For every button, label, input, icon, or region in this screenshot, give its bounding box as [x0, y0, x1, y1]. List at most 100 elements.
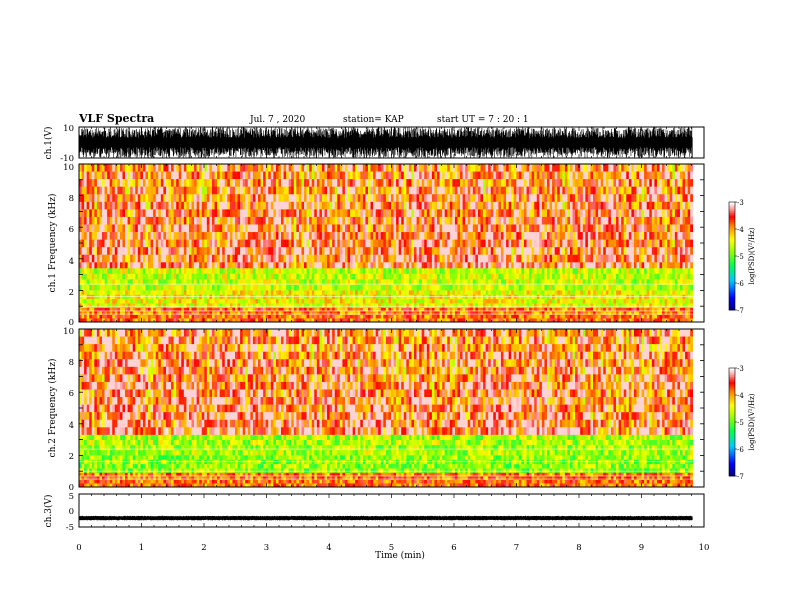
spectrogram-cell [301, 268, 305, 275]
spectrogram-cell [196, 164, 200, 172]
spectrogram-cell [252, 284, 256, 291]
spectrogram-cell [304, 318, 307, 323]
spectrogram-cell [142, 279, 146, 286]
spectrogram-cell [421, 279, 425, 286]
spectrogram-cell [309, 318, 313, 323]
spectrogram-cell [132, 279, 136, 286]
spectrogram-cell [204, 239, 208, 248]
spectrogram-cell [150, 224, 154, 233]
spectrogram-cell [523, 268, 527, 275]
spectrogram-cell [339, 164, 343, 172]
spectrogram-cell [283, 254, 287, 263]
spectrogram-cell [534, 239, 538, 248]
spectrogram-cell [480, 239, 484, 248]
spectrogram-cell [125, 318, 128, 323]
spectrogram-cell [442, 307, 445, 312]
spectrogram-cell [217, 247, 220, 256]
spectrogram-cell [94, 318, 98, 323]
spectrogram-cell [539, 224, 543, 233]
spectrogram-cell [114, 284, 118, 291]
spectrogram-cell [137, 164, 141, 172]
spectrogram-cell [245, 239, 249, 248]
spectrogram-cell [217, 284, 220, 291]
spectrogram-cell [424, 171, 428, 180]
spectrogram-cell [247, 307, 251, 312]
spectrogram-cell [283, 232, 287, 240]
spectrogram-cell [304, 194, 307, 203]
spectrogram-cell [513, 247, 517, 256]
spectrogram-cell [114, 268, 118, 275]
spectrogram-cell [278, 254, 282, 263]
spectrogram-cell [183, 279, 187, 286]
spectrogram-cell [403, 209, 407, 218]
spectrogram-cell [437, 279, 440, 286]
spectrogram-cell [337, 262, 341, 271]
spectrogram-cell [186, 303, 190, 309]
spectrogram-cell [506, 262, 509, 271]
spectrogram-cell [132, 209, 136, 218]
spectrogram-cell [311, 224, 315, 233]
spectrogram-cell [283, 299, 287, 304]
spectrogram-cell [403, 311, 407, 316]
spectrogram-cell [337, 179, 341, 187]
spectrogram-cell [265, 318, 269, 323]
spectrogram-cell [281, 232, 284, 240]
spectrogram-cell [355, 239, 359, 248]
spectrogram-cell [546, 209, 550, 218]
spectrogram-cell [91, 179, 95, 187]
spectrogram-cell [94, 290, 98, 296]
spectrogram-cell [219, 239, 223, 248]
spectrogram-cell [270, 232, 274, 240]
spectrogram-cell [145, 186, 149, 195]
spectrogram-cell [534, 279, 538, 286]
spectrogram-cell [150, 194, 154, 203]
spectrogram-cell [99, 179, 103, 187]
spectrogram-cell [534, 311, 538, 316]
spectrogram-cell [119, 284, 123, 291]
spectrogram-cell [414, 268, 417, 275]
spectrogram-cell [240, 164, 243, 172]
spectrogram-cell [288, 171, 292, 180]
spectrogram-cell [398, 247, 402, 256]
spectrogram-cell [334, 290, 338, 296]
spectrogram-cell [334, 171, 338, 180]
spectrogram-cell [316, 254, 320, 263]
spectrogram-cell [130, 307, 134, 312]
spectrogram-cell [168, 311, 172, 316]
spectrogram-cell [148, 311, 151, 316]
spectrogram-cell [516, 164, 520, 172]
spectrogram-cell [194, 303, 197, 309]
spectrogram-cell [102, 318, 105, 323]
spectrogram-cell [536, 318, 540, 323]
spectrogram-cell [140, 294, 144, 300]
spectrogram-cell [334, 279, 338, 286]
spectrogram-cell [552, 299, 555, 304]
spectrogram-cell [237, 201, 241, 210]
spectrogram-cell [411, 164, 415, 172]
spectrogram-cell [188, 179, 192, 187]
spectrogram-cell [534, 201, 538, 210]
spectrogram-cell [135, 216, 139, 225]
spectrogram-cell [160, 171, 164, 180]
spectrogram-cell [431, 311, 435, 316]
spectrogram-cell [334, 307, 338, 312]
spectrogram-cell [493, 224, 497, 233]
spectrogram-cell [437, 303, 440, 309]
spectrogram-cell [408, 201, 412, 210]
spectrogram-cell [214, 201, 218, 210]
spectrogram-cell [424, 164, 428, 172]
spectrogram-cell [373, 171, 376, 180]
spectrogram-cell [150, 307, 154, 312]
spectrogram-cell [153, 179, 157, 187]
spectrogram-cell [160, 239, 164, 248]
spectrogram-cell [86, 194, 90, 203]
spectrogram-cell [245, 254, 249, 263]
spectrogram-cell [160, 216, 164, 225]
spectrogram-cell [541, 273, 545, 280]
spectrogram-cell [357, 201, 361, 210]
spectrogram-cell [163, 239, 167, 248]
spectrogram-cell [360, 164, 364, 172]
spectrogram-cell [219, 216, 223, 225]
spectrogram-cell [408, 247, 412, 256]
spectrogram-cell [373, 201, 376, 210]
